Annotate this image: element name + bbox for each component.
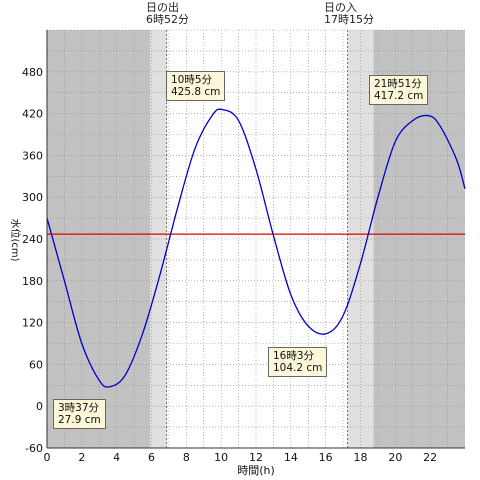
x-tick-label: 2 [78,451,85,464]
y-tick-label: 240 [22,233,43,246]
y-tick-label: 60 [29,358,43,371]
x-tick-label: 10 [214,451,228,464]
y-tick-label: 120 [22,317,43,330]
annotation-low-1: 3時37分 27.9 cm [53,399,106,429]
tide-series-line [46,108,466,388]
x-tick-label: 12 [249,451,263,464]
x-tick-label: 16 [319,451,333,464]
y-tick-label: 480 [22,66,43,79]
sunset-time: 17時15分 [324,13,374,26]
x-tick-label: 22 [423,451,437,464]
y-tick-label: 0 [36,400,43,413]
x-tick-label: 14 [284,451,298,464]
annotation-time: 21時51分 [374,78,422,90]
x-axis-label: 時間(h) [237,464,275,477]
y-tick-label: 300 [22,191,43,204]
annotation-value: 425.8 cm [171,86,221,98]
sunrise-title: 日の出 [146,1,179,14]
series-group [46,108,466,388]
annotation-value: 104.2 cm [273,362,323,374]
y-tick-label: 360 [22,149,43,162]
y-axis-label: 水位(cm) [9,218,22,261]
y-tick-label: 420 [22,108,43,121]
annotation-high-2: 21時51分 417.2 cm [369,75,429,105]
y-tick-label: 180 [22,275,43,288]
tick-labels: 0 2 4 6 8 10 12 14 16 18 20 22-60060120180240300360… [22,66,437,464]
annotation-time: 3時37分 [58,402,100,414]
sunset-label: 日の入 17時15分 [324,2,374,26]
sunrise-label: 日の出 6時52分 [146,2,189,26]
annotation-value: 417.2 cm [374,90,424,102]
x-tick-label: 20 [388,451,402,464]
annotation-value: 27.9 cm [58,414,101,426]
x-tick-label: 6 [148,451,155,464]
x-tick-label: 4 [113,451,120,464]
annotation-time: 10時5分 [171,74,213,86]
sunrise-time: 6時52分 [146,13,189,26]
x-tick-label: 8 [183,451,190,464]
sunset-title: 日の入 [324,1,357,14]
axes [46,30,465,449]
annotation-time: 16時3分 [273,350,315,362]
x-tick-label: 0 [44,451,51,464]
annotation-low-2: 16時3分 104.2 cm [268,347,328,377]
x-tick-label: 18 [354,451,368,464]
annotation-high-1: 10時5分 425.8 cm [166,71,226,101]
y-tick-label: -60 [25,442,43,455]
